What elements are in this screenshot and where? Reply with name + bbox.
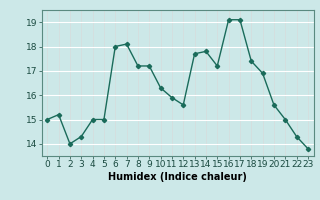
X-axis label: Humidex (Indice chaleur): Humidex (Indice chaleur) <box>108 172 247 182</box>
